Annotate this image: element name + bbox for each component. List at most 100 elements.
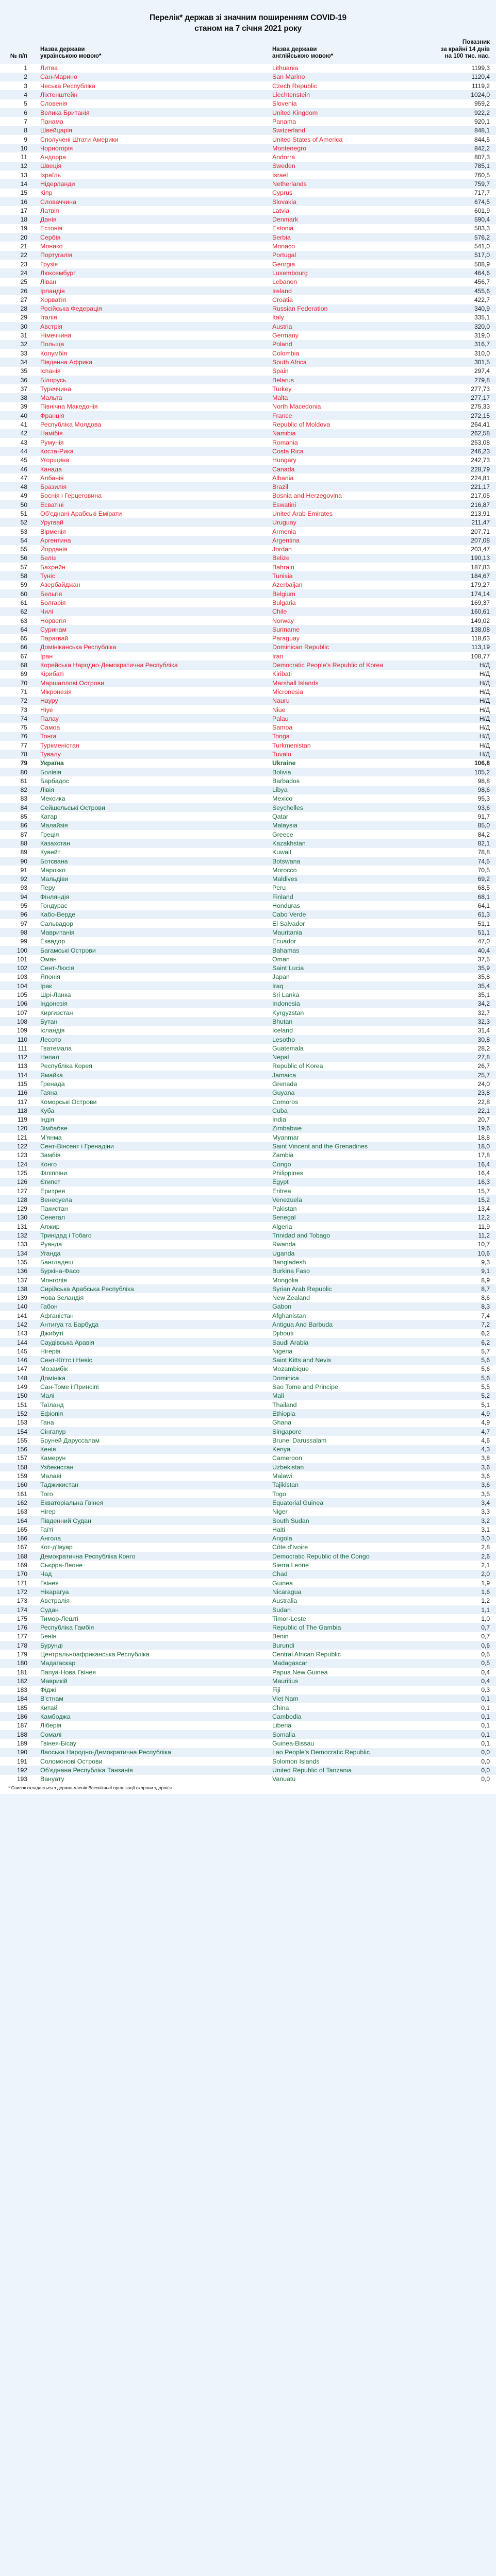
- country-name-ua: Лаоська Народно-Демократична Республіка: [40, 1749, 171, 1756]
- country-name-ua: Індія: [40, 1116, 54, 1124]
- incidence-value: 316,7: [474, 341, 490, 348]
- table-row: 118 Куба Cuba 22,1: [0, 1106, 496, 1115]
- country-name-en: Serbia: [272, 233, 291, 241]
- table-row: 154 Сінгапур Singapore 4,7: [0, 1427, 496, 1436]
- incidence-value: 207,71: [471, 528, 490, 535]
- country-name-en: Angola: [272, 1535, 292, 1543]
- country-name-ua: Нідерланди: [40, 180, 75, 188]
- country-name-en: Dominica: [272, 1374, 299, 1382]
- column-header-number-label: № п/п: [10, 53, 27, 59]
- row-number: 163: [16, 1508, 27, 1516]
- country-name-ua: Нігер: [40, 1508, 56, 1516]
- incidence-value: 9,3: [481, 1258, 490, 1266]
- country-name-ua: Кіпр: [40, 189, 53, 197]
- row-number: 139: [16, 1294, 27, 1302]
- row-number: 172: [16, 1588, 27, 1596]
- column-header-country-ua: Назва держави українською мовою*: [33, 36, 270, 64]
- country-name-ua: Камбоджа: [40, 1713, 71, 1721]
- table-row: 175 Тимор-Лешті Timor-Leste 1,0: [0, 1614, 496, 1623]
- row-number: 22: [20, 251, 27, 259]
- row-number: 87: [20, 831, 27, 838]
- table-row: 3 Чеська Республіка Czech Republic 1119,2: [0, 81, 496, 91]
- table-row: 12 Швеція Sweden 785,1: [0, 161, 496, 171]
- country-name-en: Estonia: [272, 225, 294, 232]
- row-number: 145: [16, 1347, 27, 1355]
- incidence-value: 11,9: [478, 1223, 490, 1230]
- row-number: 179: [16, 1650, 27, 1658]
- table-row: 84 Сейшельські Острови Seychelles 93,6: [0, 803, 496, 812]
- table-row: 113 Республіка Корея Republic of Korea 26,7: [0, 1061, 496, 1071]
- incidence-value: 455,6: [474, 287, 490, 295]
- incidence-value: 5,6: [481, 1365, 490, 1373]
- table-row: 93 Перу Peru 68,5: [0, 883, 496, 893]
- country-name-en: China: [272, 1704, 289, 1711]
- country-name-ua: Сербія: [40, 233, 61, 241]
- row-number: 164: [16, 1517, 27, 1524]
- country-name-en: Peru: [272, 884, 286, 892]
- incidence-value: 242,73: [471, 456, 490, 464]
- incidence-value: 335,1: [474, 314, 490, 321]
- row-number: 66: [20, 643, 27, 651]
- country-name-en: Uganda: [272, 1249, 295, 1257]
- incidence-value: 32,7: [477, 1009, 490, 1016]
- country-name-en: Mauritania: [272, 928, 302, 936]
- country-name-en: Kyrgyzstan: [272, 1009, 304, 1016]
- row-number: 14: [20, 180, 27, 188]
- incidence-value: 18,8: [477, 1133, 490, 1141]
- title-line-2: станом на 7 січня 2021 року: [194, 24, 302, 33]
- row-number: 144: [16, 1338, 27, 1346]
- country-name-en: Belize: [272, 554, 290, 562]
- row-number: 61: [20, 599, 27, 606]
- country-name-en: Jamaica: [272, 1071, 296, 1079]
- row-number: 107: [16, 1009, 27, 1016]
- incidence-value: 959,2: [474, 100, 490, 108]
- row-number: 41: [20, 421, 27, 429]
- country-name-ua: Демократична Республіка Конго: [40, 1552, 136, 1560]
- incidence-value: 7,2: [481, 1321, 490, 1328]
- incidence-value: 1119,2: [472, 82, 490, 90]
- row-number: 31: [20, 332, 27, 340]
- incidence-value: 1,9: [481, 1579, 490, 1587]
- country-name-en: Bolivia: [272, 768, 291, 776]
- row-number: 30: [20, 323, 27, 330]
- row-number: 185: [16, 1704, 27, 1711]
- table-row: 135 Бангладеш Bangladesh 9,3: [0, 1258, 496, 1267]
- country-name-ua: Катар: [40, 813, 58, 821]
- row-number: 162: [16, 1499, 27, 1506]
- country-name-ua: Кувейт: [40, 849, 61, 856]
- incidence-value: 138,08: [471, 625, 490, 633]
- incidence-value: Н/Д: [479, 670, 490, 678]
- incidence-value: 15,2: [477, 1196, 490, 1204]
- incidence-value: 320,0: [474, 323, 490, 330]
- row-number: 83: [20, 795, 27, 803]
- table-row: 95 Гондурас Honduras 64,1: [0, 901, 496, 910]
- row-number: 192: [16, 1766, 27, 1774]
- row-number: 54: [20, 536, 27, 544]
- table-row: 174 Судан Sudan 1,1: [0, 1605, 496, 1615]
- country-name-ua: Малайзія: [40, 822, 68, 829]
- country-name-en: Jordan: [272, 546, 292, 553]
- row-number: 1: [24, 64, 27, 72]
- row-number: 159: [16, 1472, 27, 1480]
- table-header: № п/п Назва держави українською мовою* Н…: [0, 36, 496, 64]
- country-name-en: Congo: [272, 1160, 291, 1168]
- country-name-ua: Йорданія: [40, 546, 68, 553]
- row-number: 151: [16, 1401, 27, 1409]
- table-row: 97 Сальвадор El Salvador 51,1: [0, 919, 496, 928]
- country-name-ua: Південна Африка: [40, 358, 93, 366]
- country-name-en: Finland: [272, 893, 293, 901]
- incidence-value: 8,9: [481, 1276, 490, 1284]
- country-name-en: Israel: [272, 171, 288, 179]
- row-number: 37: [20, 385, 27, 393]
- row-number: 166: [16, 1535, 27, 1543]
- row-number: 193: [16, 1775, 27, 1783]
- row-number: 25: [20, 278, 27, 286]
- country-name-en: Honduras: [272, 902, 300, 910]
- country-name-en: Saint Vincent and the Grenadines: [272, 1143, 368, 1150]
- table-row: 9 Сполучені Штати Америки United States of…: [0, 134, 496, 144]
- country-name-en: United Arab Emirates: [272, 510, 333, 517]
- country-name-ua: Китай: [40, 1704, 58, 1711]
- table-row: 20 Сербія Serbia 576,2: [0, 233, 496, 242]
- country-name-en: Mauritius: [272, 1677, 299, 1685]
- table-row: 80 Болівія Bolivia 105,2: [0, 767, 496, 777]
